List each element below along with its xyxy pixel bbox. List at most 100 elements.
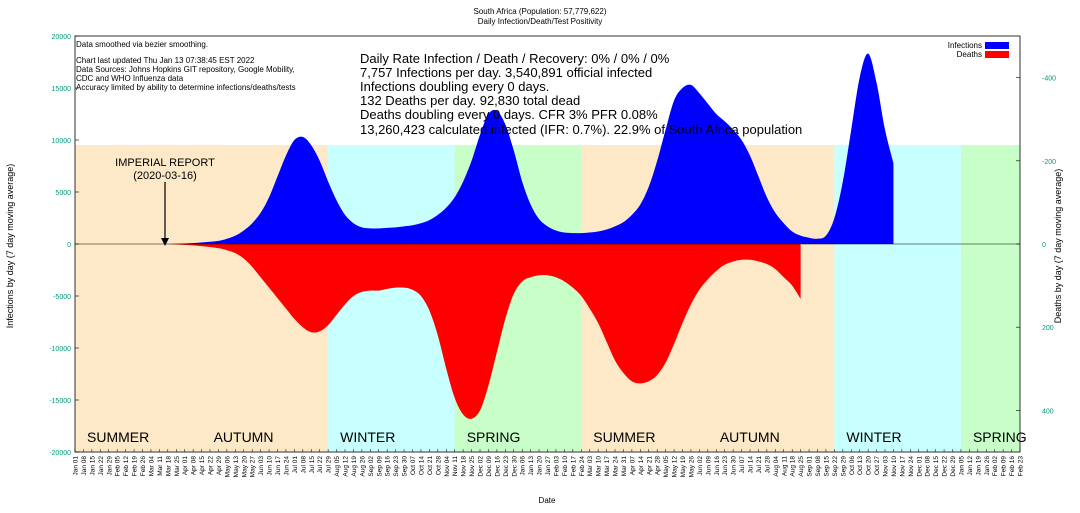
y-left-tick-label-1: 15000	[52, 86, 72, 93]
y-left-tick-label-8: -20000	[49, 450, 71, 457]
y-axis-left-label: Infections by day (7 day moving average)	[5, 164, 15, 329]
x-tick-label-64: Mar 24	[613, 456, 620, 477]
x-tick-label-49: Dec 09	[486, 456, 493, 477]
x-tick-label-41: Oct 14	[418, 456, 425, 476]
x-tick-label-97: Nov 10	[891, 456, 898, 477]
x-tick-label-71: May 12	[672, 456, 679, 478]
x-tick-label-86: Aug 25	[798, 456, 805, 477]
x-tick-label-8: Feb 26	[140, 456, 147, 477]
x-tick-label-112: Feb 23	[1018, 456, 1025, 477]
x-tick-label-88: Sep 08	[815, 456, 822, 477]
y-left-tick-label-7: -15000	[49, 398, 71, 405]
y-right-tick-label-1: -200	[1042, 159, 1056, 166]
x-tick-label-89: Sep 15	[823, 456, 830, 477]
x-tick-label-51: Dec 23	[503, 456, 510, 477]
x-tick-label-19: May 13	[233, 456, 240, 478]
x-tick-label-10: Mar 11	[157, 456, 164, 476]
y-left-tick-label-5: -5000	[53, 294, 71, 301]
x-tick-label-98: Nov 17	[899, 456, 906, 477]
x-tick-label-61: Mar 03	[587, 456, 594, 477]
x-tick-label-78: Jun 30	[731, 456, 738, 476]
x-tick-label-106: Jan 12	[967, 456, 974, 476]
stat-line-5: 13,260,423 calculated infected (IFR: 0.7…	[360, 122, 802, 137]
chart-title: South Africa (Population: 57,779,622)	[474, 7, 607, 16]
x-tick-label-57: Feb 03	[553, 456, 560, 477]
y-left-tick-label-2: 10000	[52, 138, 72, 145]
season-label-4: SUMMER	[593, 429, 655, 445]
x-tick-label-104: Dec 29	[950, 456, 957, 477]
x-tick-label-37: Sep 16	[385, 456, 392, 477]
x-tick-label-101: Dec 08	[925, 456, 932, 477]
x-tick-label-27: Jul 08	[300, 456, 307, 474]
y-right-tick-label-3: 200	[1042, 325, 1054, 332]
season-label-7: SPRING	[973, 429, 1027, 445]
x-tick-label-48: Dec 02	[478, 456, 485, 477]
x-tick-label-39: Sep 30	[402, 456, 409, 477]
x-tick-label-20: May 20	[241, 456, 248, 478]
annotation-line-2: (2020-03-16)	[133, 170, 197, 182]
x-tick-label-65: Mar 31	[621, 456, 628, 477]
note-line-4: Accuracy limited by ability to determine…	[76, 83, 296, 92]
legend-infections-label: Infections	[948, 41, 982, 50]
x-tick-label-59: Feb 17	[570, 456, 577, 477]
y-left-tick-label-6: -10000	[49, 346, 71, 353]
x-tick-label-103: Dec 22	[942, 456, 949, 477]
x-tick-label-13: Apr 01	[182, 456, 189, 476]
note-line-1: Chart last updated Thu Jan 13 07:38:45 E…	[76, 56, 255, 65]
x-tick-label-6: Feb 12	[123, 456, 130, 477]
y-left-tick-label-0: 20000	[52, 34, 72, 41]
season-band-7	[960, 145, 1020, 452]
legend-deaths-swatch	[985, 51, 1009, 58]
x-tick-label-42: Oct 21	[427, 456, 434, 476]
x-tick-label-11: Mar 18	[165, 456, 172, 477]
x-tick-label-99: Nov 24	[908, 456, 915, 477]
x-tick-label-58: Feb 10	[562, 456, 569, 477]
x-tick-label-52: Dec 30	[511, 456, 518, 477]
x-tick-label-9: Mar 04	[148, 456, 155, 477]
season-labels: SUMMER AUTUMN WINTER SPRING SUMMER AUTUMN WINT…	[87, 429, 1027, 445]
stat-line-3: 132 Deaths per day. 92,830 total dead	[360, 93, 580, 108]
season-label-5: AUTUMN	[720, 429, 780, 445]
x-tick-label-91: Sep 29	[840, 456, 847, 477]
legend-infections-swatch	[985, 42, 1009, 49]
x-tick-label-32: Aug 12	[343, 456, 350, 477]
x-tick-label-0: Jan 01	[73, 456, 80, 476]
x-tick-label-79: Jul 07	[739, 456, 746, 474]
x-tick-label-85: Aug 18	[790, 456, 797, 477]
series-area-deaths	[167, 244, 801, 419]
x-tick-label-15: Apr 15	[199, 456, 206, 476]
axes: 20000 15000 10000 5000 0 -5000 -10000 -15000 -20…	[49, 34, 1056, 477]
x-tick-label-38: Sep 23	[393, 456, 400, 477]
x-tick-label-84: Aug 11	[781, 456, 788, 477]
x-tick-label-76: Jun 16	[714, 456, 721, 476]
x-tick-label-69: Apr 28	[655, 456, 662, 476]
x-tick-label-82: Jul 28	[764, 456, 771, 474]
x-tick-label-60: Feb 24	[579, 456, 586, 477]
x-tick-label-100: Dec 01	[916, 456, 923, 477]
x-tick-label-75: Jun 09	[705, 456, 712, 476]
season-label-2: WINTER	[340, 429, 395, 445]
x-tick-label-68: Apr 21	[646, 456, 653, 476]
season-label-6: WINTER	[846, 429, 901, 445]
x-tick-label-77: Jun 23	[722, 456, 729, 476]
x-tick-label-67: Apr 14	[638, 456, 645, 476]
series-areas	[167, 53, 894, 419]
y-left-tick-label-4: 0	[67, 242, 71, 249]
x-tick-label-111: Feb 16	[1009, 456, 1016, 477]
x-tick-label-80: Jul 14	[748, 456, 755, 474]
x-tick-label-2: Jan 15	[89, 456, 96, 476]
x-tick-label-90: Sep 22	[832, 456, 839, 477]
x-tick-label-35: Sep 02	[368, 456, 375, 477]
y-left-tick-label-3: 5000	[55, 190, 71, 197]
x-tick-label-73: May 26	[688, 456, 695, 478]
note-line-0: Data smoothed via bezier smoothing.	[76, 40, 208, 49]
y-right-tick-label-4: 400	[1042, 408, 1054, 415]
x-tick-label-25: Jun 24	[283, 456, 290, 476]
x-tick-label-26: Jul 01	[292, 456, 299, 474]
x-tick-label-83: Aug 04	[773, 456, 780, 477]
x-tick-label-28: Jul 15	[309, 456, 316, 474]
x-tick-label-36: Sep 09	[376, 456, 383, 477]
x-tick-label-29: Jul 22	[317, 456, 324, 474]
y-axis-right-label: Deaths by day (7 day moving average)	[1053, 169, 1063, 324]
